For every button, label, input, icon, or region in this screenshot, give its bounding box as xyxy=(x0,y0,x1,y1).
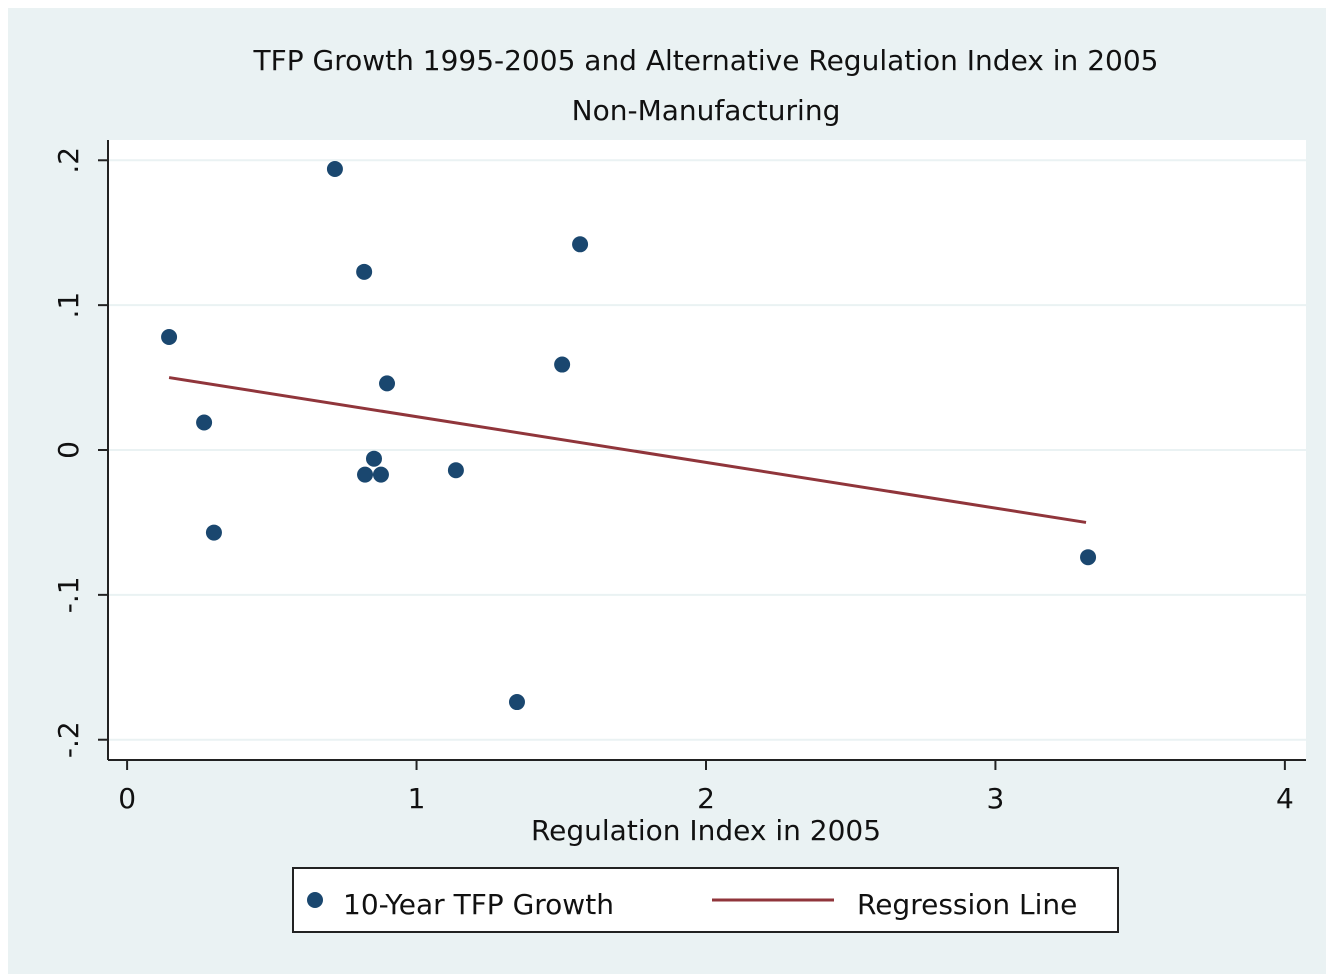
y-tick-label: .2 xyxy=(52,147,85,174)
legend-label: Regression Line xyxy=(857,888,1077,921)
point xyxy=(447,462,464,479)
chart-subtitle: Non-Manufacturing xyxy=(572,94,841,127)
legend xyxy=(292,867,1119,933)
y-tick-label: -.2 xyxy=(52,721,85,758)
x-tick-label: 3 xyxy=(987,782,1005,815)
x-axis-title: Regulation Index in 2005 xyxy=(531,814,881,847)
point xyxy=(379,375,396,392)
x-tick-label: 4 xyxy=(1276,782,1294,815)
x-tick-label: 0 xyxy=(118,782,136,815)
point xyxy=(326,160,343,177)
point xyxy=(365,450,382,467)
chart-title: TFP Growth 1995-2005 and Alternative Reg… xyxy=(253,44,1159,77)
point xyxy=(357,466,374,483)
point xyxy=(508,694,525,711)
point xyxy=(572,236,589,253)
point xyxy=(196,414,213,431)
point xyxy=(372,466,389,483)
legend-marker xyxy=(307,892,323,908)
y-tick-label: 0 xyxy=(52,441,85,459)
point xyxy=(161,329,178,346)
y-tick-label: .1 xyxy=(52,292,85,319)
legend-label: 10-Year TFP Growth xyxy=(343,888,614,921)
point xyxy=(554,356,571,373)
regression-line xyxy=(168,376,1087,524)
point xyxy=(205,524,222,541)
x-tick-label: 1 xyxy=(408,782,426,815)
point xyxy=(356,263,373,280)
x-tick-label: 2 xyxy=(697,782,715,815)
point xyxy=(1080,549,1097,566)
y-tick-label: -.1 xyxy=(52,576,85,613)
